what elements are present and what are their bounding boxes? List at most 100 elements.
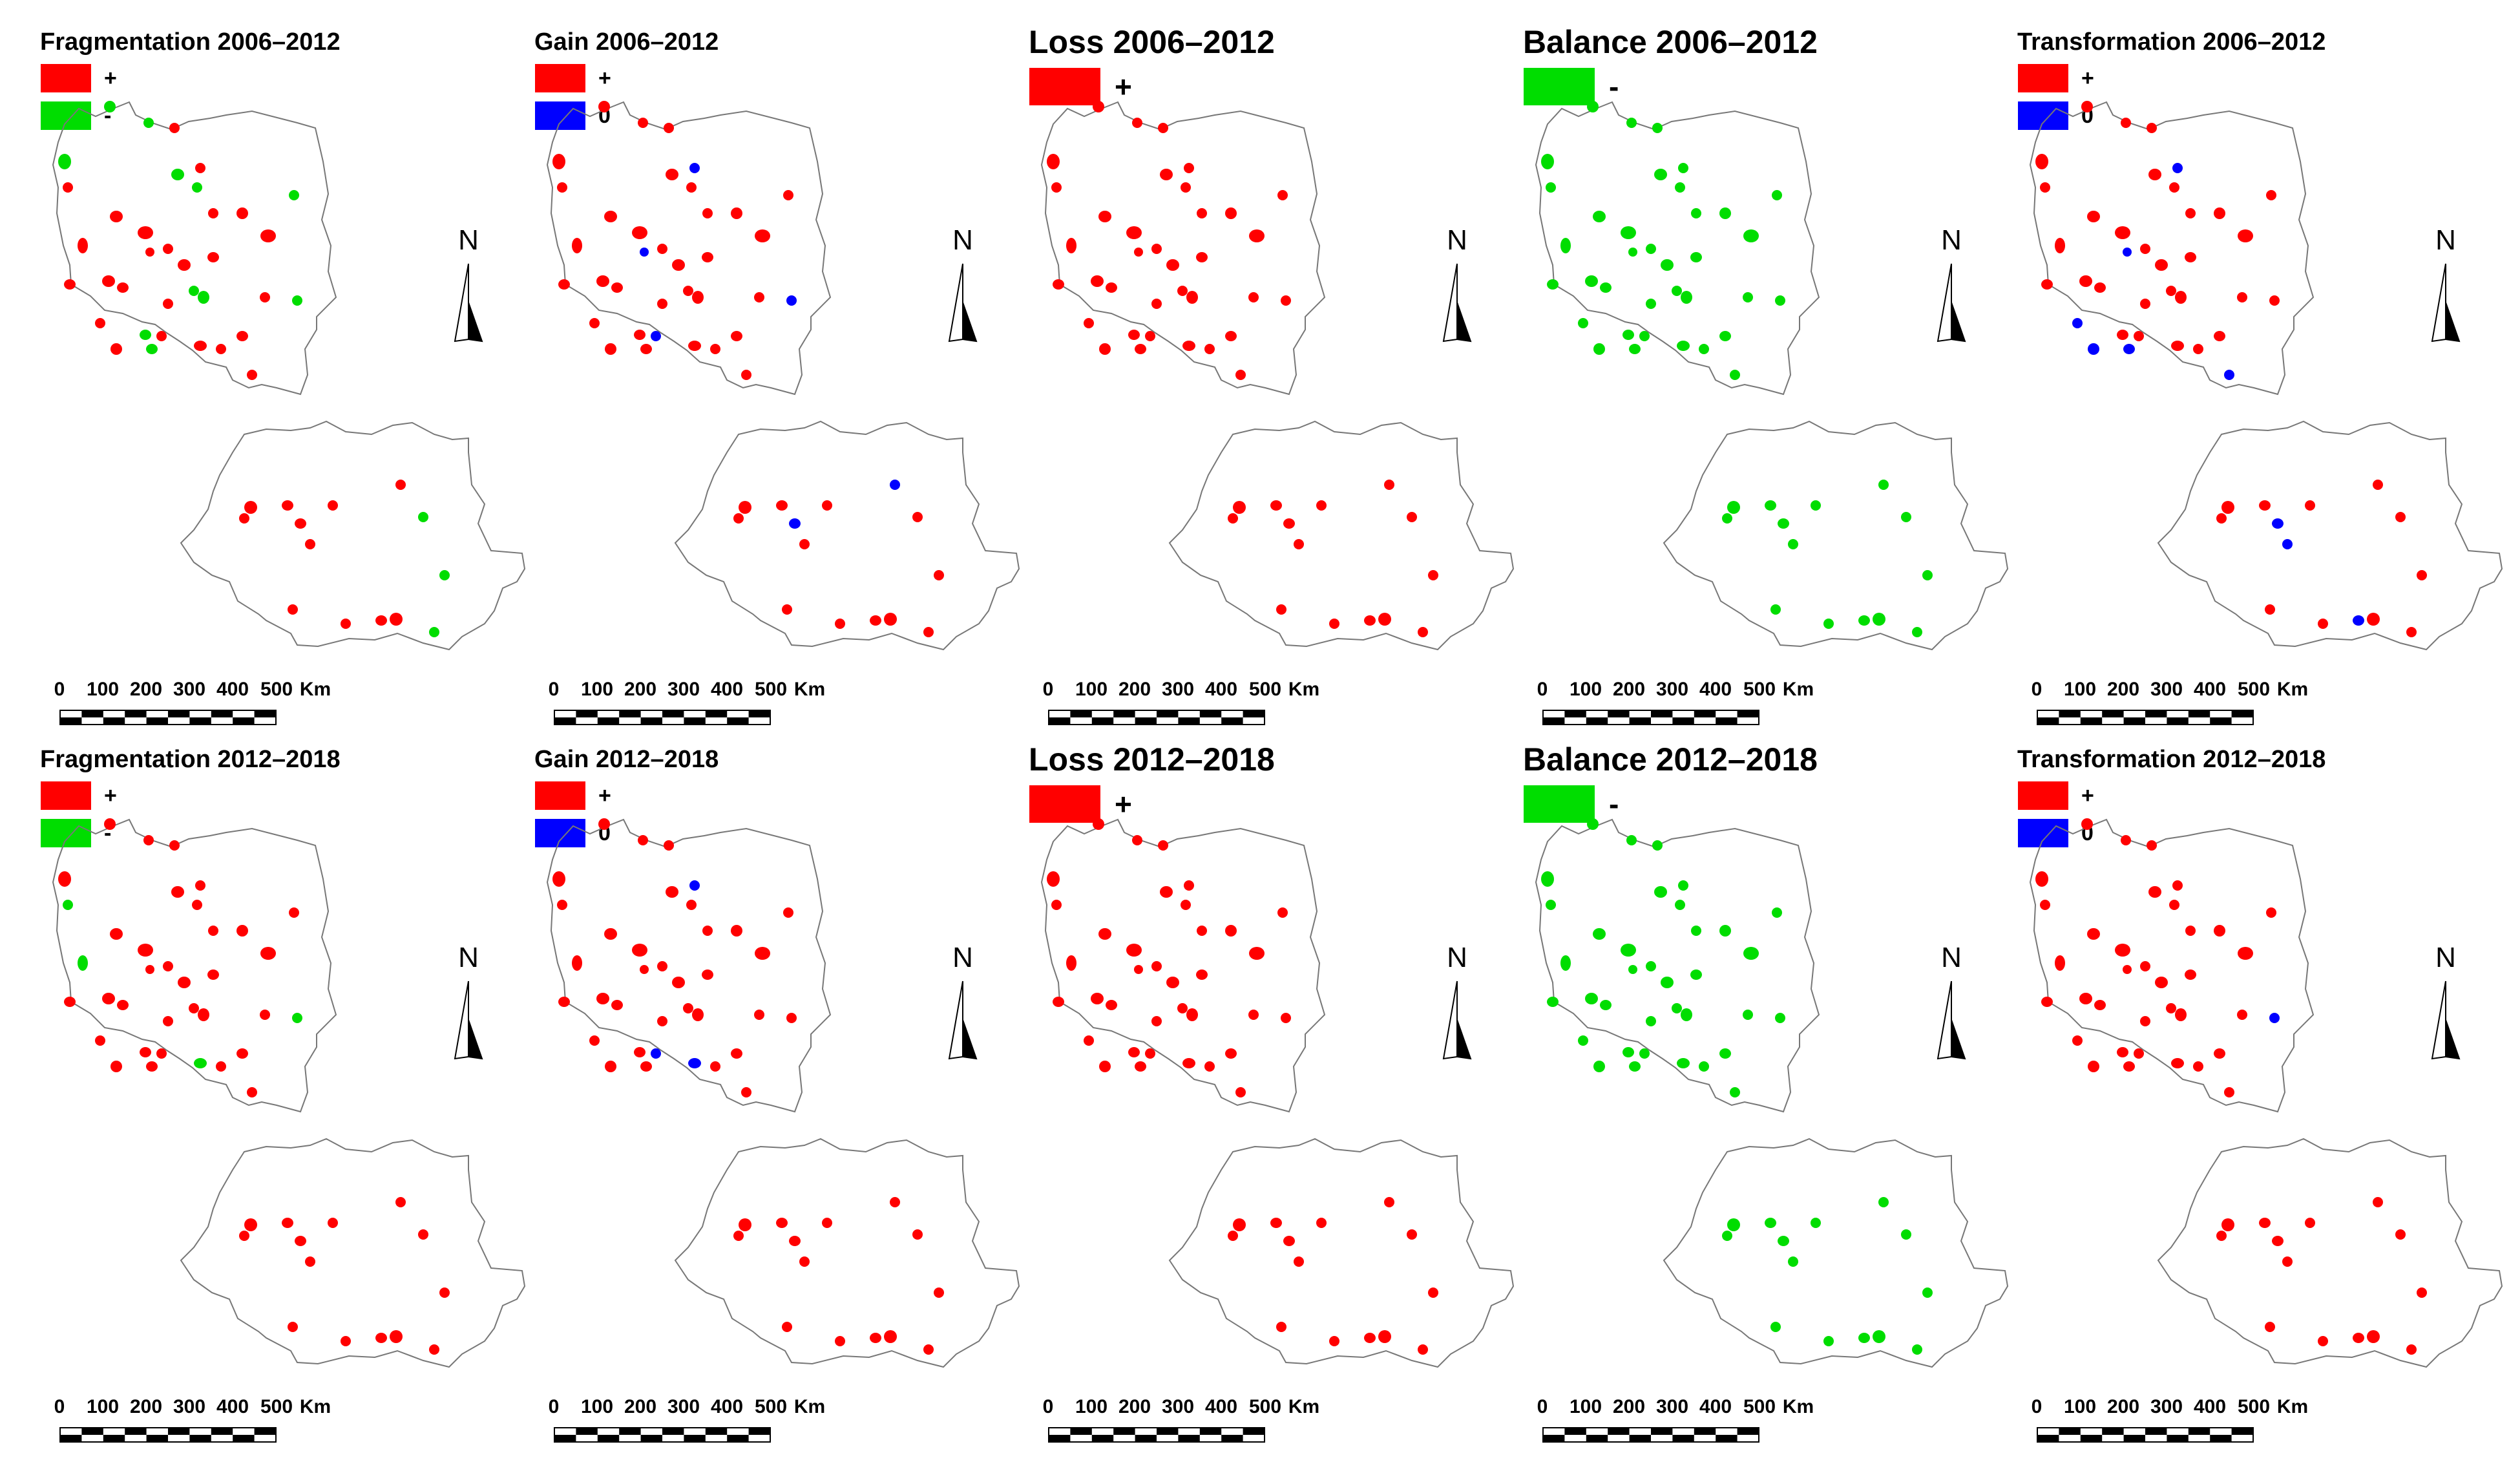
city-patch [604, 211, 617, 222]
scale-tick-label: 100 [1569, 679, 1602, 700]
city-patch [110, 1061, 122, 1072]
scale-tick-label: 0 [548, 1396, 560, 1417]
legend-item: 0 [2018, 97, 2094, 134]
city-patch [2155, 259, 2168, 271]
city-patch [664, 123, 674, 133]
city-patch [1281, 295, 1291, 306]
legend: - [1524, 783, 1619, 825]
city-patch [1873, 1330, 1885, 1343]
legend: + [1029, 66, 1132, 107]
city-patch [292, 1013, 302, 1023]
panel-title: Transformation 2012–2018 [2017, 746, 2326, 773]
city-patch [923, 627, 934, 637]
city-patch [2121, 835, 2131, 845]
city-patch [2147, 123, 2157, 133]
city-patch [194, 1058, 207, 1068]
city-patch [598, 818, 610, 830]
city-patch [239, 1231, 249, 1241]
city-patch [2373, 1197, 2383, 1207]
city-patch [2175, 291, 2187, 304]
city-patch [1639, 331, 1650, 341]
city-patch [143, 835, 154, 845]
city-patch [596, 275, 609, 287]
poland-outline [546, 818, 832, 1113]
romania-outline [1168, 420, 1515, 651]
legend-item: + [2018, 59, 2094, 97]
map [52, 101, 526, 651]
city-patch [2269, 1013, 2280, 1023]
scale-tick-label: 200 [129, 679, 163, 700]
city-patch [688, 1058, 701, 1068]
city-patch [1126, 944, 1142, 957]
city-patch [2147, 840, 2157, 851]
north-label: N [952, 942, 973, 973]
city-patch [2214, 331, 2225, 341]
city-patch [192, 900, 202, 910]
city-patch [2172, 163, 2183, 173]
legend-item: - [1524, 66, 1619, 107]
city-patch [686, 900, 697, 910]
city-patch [2040, 900, 2050, 910]
city-patch [692, 291, 704, 304]
city-patch [755, 229, 770, 242]
scale-tick-label: 300 [1655, 679, 1689, 700]
city-patch [1099, 1061, 1111, 1072]
city-patch [1578, 1035, 1588, 1046]
city-patch [1672, 1003, 1682, 1013]
city-patch [1186, 1008, 1198, 1021]
city-patch [1225, 925, 1237, 937]
city-patch [912, 512, 923, 522]
legend-swatch [1029, 785, 1100, 823]
city-patch [731, 925, 742, 937]
city-patch [1158, 840, 1168, 851]
city-patch [2238, 947, 2253, 960]
city-patch [2055, 238, 2065, 253]
city-patch [1699, 1061, 1709, 1072]
scale-tick-label: 0 [54, 679, 65, 700]
city-patch [605, 1061, 616, 1072]
city-patch [1600, 1000, 1612, 1010]
city-patch [260, 1010, 270, 1020]
city-patch [640, 344, 652, 354]
city-patch [1922, 570, 1933, 580]
poland-outline [546, 101, 832, 396]
panel-gain-2006-2012: Gain 2006–2012 +0 N 0 100 200 300 400 500 Km [533, 26, 1027, 745]
city-patch [1690, 969, 1702, 980]
city-patch [78, 955, 88, 971]
city-patch [2094, 1000, 2106, 1010]
city-patch [1281, 1013, 1291, 1023]
legend-label: + [104, 66, 117, 90]
city-patch [1235, 370, 1246, 380]
city-patch [2140, 244, 2150, 254]
city-patch [1135, 1061, 1146, 1072]
city-patch [2115, 944, 2130, 957]
city-patch [2216, 513, 2227, 524]
north-label: N [1941, 942, 1962, 973]
city-patch [390, 613, 403, 626]
city-patch [295, 518, 306, 529]
city-patch [1652, 840, 1663, 851]
city-patch [692, 1008, 704, 1021]
panel-balance-2012-2018: Balance 2012–2018 - N 0 100 200 300 400 500 Km [1522, 743, 2016, 1462]
city-patch [634, 330, 646, 340]
city-patch [1407, 1229, 1417, 1240]
city-patch [1646, 961, 1656, 971]
city-patch [1626, 118, 1637, 128]
city-patch [1629, 344, 1641, 354]
city-patch [1329, 1336, 1339, 1346]
city-patch [117, 1000, 129, 1010]
scale-bar: 0 100 200 300 400 500 Km [1039, 1396, 1323, 1448]
city-patch [731, 1048, 742, 1059]
city-patch [1677, 341, 1690, 351]
city-patch [2221, 1218, 2234, 1231]
scale-unit: Km [1288, 1396, 1320, 1417]
panel-title: Loss 2012–2018 [1029, 741, 1275, 778]
scale-tick-label: 300 [1161, 679, 1195, 700]
city-patch [169, 123, 180, 133]
city-patch [1878, 1197, 1889, 1207]
panel-title: Balance 2006–2012 [1523, 24, 1818, 60]
poland-outline [1535, 818, 1820, 1113]
city-patch [638, 118, 648, 128]
city-patch [395, 480, 406, 490]
city-patch [1743, 229, 1759, 242]
